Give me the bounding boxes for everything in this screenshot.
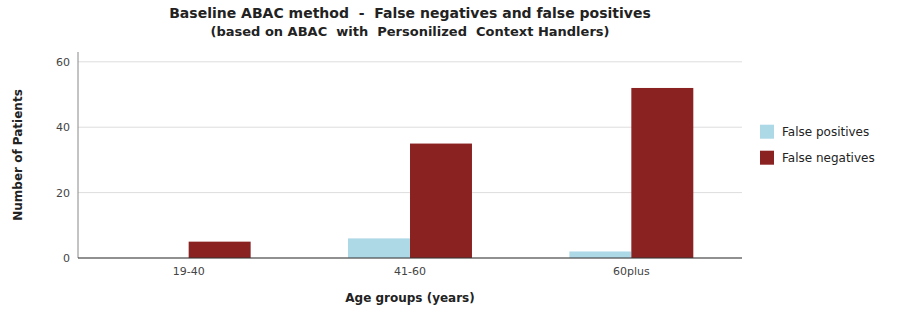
bar: [410, 144, 472, 258]
y-tick-label: 40: [56, 121, 70, 134]
x-tick-label: 60plus: [613, 265, 650, 278]
x-axis-label: Age groups (years): [345, 291, 475, 305]
y-axis-label: Number of Patients: [11, 89, 25, 221]
x-tick-label: 19-40: [173, 265, 205, 278]
legend-label: False positives: [782, 125, 869, 139]
chart: Baseline ABAC method - False negatives a…: [0, 0, 917, 316]
title: Baseline ABAC method - False negatives a…: [169, 5, 651, 21]
legend-swatch: [760, 125, 774, 139]
bar: [631, 88, 693, 258]
bar: [569, 251, 631, 258]
y-tick-label: 20: [56, 187, 70, 200]
x-axis-line: [78, 258, 742, 259]
subtitle: (based on ABAC with Personilized Context…: [211, 24, 610, 39]
y-tick-label: 0: [63, 252, 70, 265]
bar: [189, 242, 251, 258]
y-tick-label: 60: [56, 56, 70, 69]
y-axis-line: [78, 52, 79, 258]
x-tick-label: 41-60: [394, 265, 426, 278]
legend-swatch: [760, 151, 774, 165]
bars: [189, 88, 694, 258]
bar: [348, 238, 410, 258]
grid-line: [78, 258, 742, 259]
legend-label: False negatives: [782, 151, 875, 165]
grid-line: [78, 61, 742, 62]
legend: False positives False negatives: [760, 125, 875, 165]
grid: [78, 62, 742, 258]
